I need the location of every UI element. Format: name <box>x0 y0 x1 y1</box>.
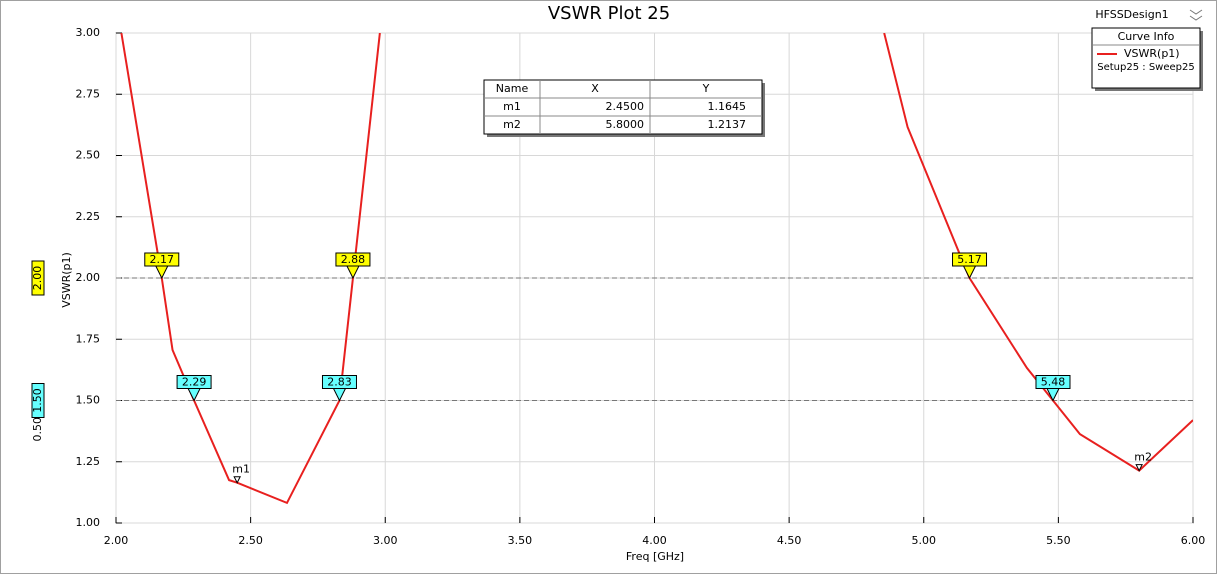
level-label: 2.00 <box>31 266 44 291</box>
y-tick-label: 2.00 <box>76 271 101 284</box>
legend-entry: VSWR(p1) <box>1124 47 1180 60</box>
data-marker <box>233 476 241 484</box>
y-tick-label: 2.50 <box>76 149 101 162</box>
y-tick-label: 2.25 <box>76 210 101 223</box>
table-header: Y <box>702 82 710 95</box>
crossing-label: 2.29 <box>182 376 207 389</box>
crossing-label: 2.83 <box>327 376 352 389</box>
level-label-box <box>31 383 45 418</box>
chart-title: VSWR Plot 25 <box>548 3 670 24</box>
crossing-label: 2.88 <box>341 253 366 266</box>
crossing-label-box <box>1035 375 1071 389</box>
x-tick-label: 5.00 <box>912 534 937 547</box>
y-tick-label: 1.50 <box>76 394 101 407</box>
crossing-label-box <box>952 252 988 267</box>
table-x: 5.8000 <box>606 118 645 131</box>
y-tick-label: 3.00 <box>76 26 101 39</box>
crossing-label-box <box>176 375 212 389</box>
x-axis-label: Freq [GHz] <box>626 550 684 563</box>
x-tick-label: 4.00 <box>642 534 667 547</box>
crossing-label: 5.48 <box>1041 376 1066 389</box>
data-marker-label: m2 <box>1134 451 1152 464</box>
level-difference: 0.50 <box>31 417 44 442</box>
crossing-label-box <box>321 375 357 389</box>
x-tick-label: 3.50 <box>508 534 533 547</box>
table-x: 2.4500 <box>606 100 645 113</box>
y-tick-label: 1.25 <box>76 455 101 468</box>
crossing-label: 5.17 <box>957 253 982 266</box>
series-line <box>120 33 381 505</box>
marker-table: Name X Ym1 2.4500 1.1645 m2 5.8000 1.2137 <box>483 79 765 137</box>
table-header: X <box>591 82 599 95</box>
table-name: m2 <box>503 118 521 131</box>
y-axis-label: VSWR(p1) <box>60 252 73 308</box>
data-marker-label: m1 <box>232 463 250 476</box>
legend-setup: Setup25 : Sweep25 <box>1097 62 1194 73</box>
x-tick-label: 4.50 <box>777 534 802 547</box>
level-label: 1.50 <box>31 388 44 413</box>
level-label-box <box>31 260 45 296</box>
design-name: HFSSDesign1 <box>1095 8 1168 21</box>
x-tick-label: 5.50 <box>1046 534 1071 547</box>
y-tick-label: 1.00 <box>76 516 101 529</box>
curve-info: Curve Info Setup25 : Sweep25 <box>1091 27 1203 91</box>
y-tick-label: 2.75 <box>76 87 101 100</box>
table-y: 1.1645 <box>708 100 747 113</box>
data-marker <box>1135 464 1143 472</box>
table-header: Name <box>496 82 529 95</box>
table-y: 1.2137 <box>708 118 747 131</box>
table-box <box>483 79 763 135</box>
x-tick-label: 3.00 <box>373 534 398 547</box>
x-tick-label: 2.50 <box>238 534 263 547</box>
legend-title: Curve Info <box>1118 30 1175 43</box>
collapse-icon[interactable] <box>1189 9 1203 21</box>
crossing-label-box <box>335 252 371 267</box>
legend-box <box>1091 27 1201 89</box>
crossing-label: 2.17 <box>150 253 175 266</box>
x-tick-label: 6.00 <box>1181 534 1206 547</box>
y-tick-label: 1.75 <box>76 332 101 345</box>
table-name: m1 <box>503 100 521 113</box>
x-tick-label: 2.00 <box>104 534 129 547</box>
crossing-label-box <box>144 252 180 267</box>
